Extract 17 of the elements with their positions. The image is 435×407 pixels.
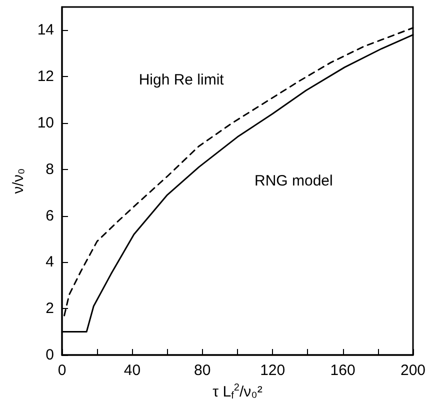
y-tick-label: 8 [46,160,54,178]
x-tick-label: 80 [194,362,211,379]
y-tick-label: 2 [46,300,54,318]
y-tick-label: 4 [46,254,54,271]
text: RNG model [254,172,333,190]
x-tick-label: 160 [330,362,356,379]
x-tick-label: 40 [124,362,141,379]
y-tick-label: 12 [37,68,54,86]
y-tick-label: 6 [46,207,54,224]
text: High Re limit [138,72,225,89]
x-tick-label: 0 [58,362,66,379]
y-tick-label: 0 [46,346,54,364]
y-tick-label: 14 [37,22,54,39]
x-tick-label: 200 [400,362,426,379]
y-tick-label: 10 [37,114,54,132]
y-axis-title: ν/ν₀ [10,168,27,194]
x-tick-label: 120 [260,362,286,379]
